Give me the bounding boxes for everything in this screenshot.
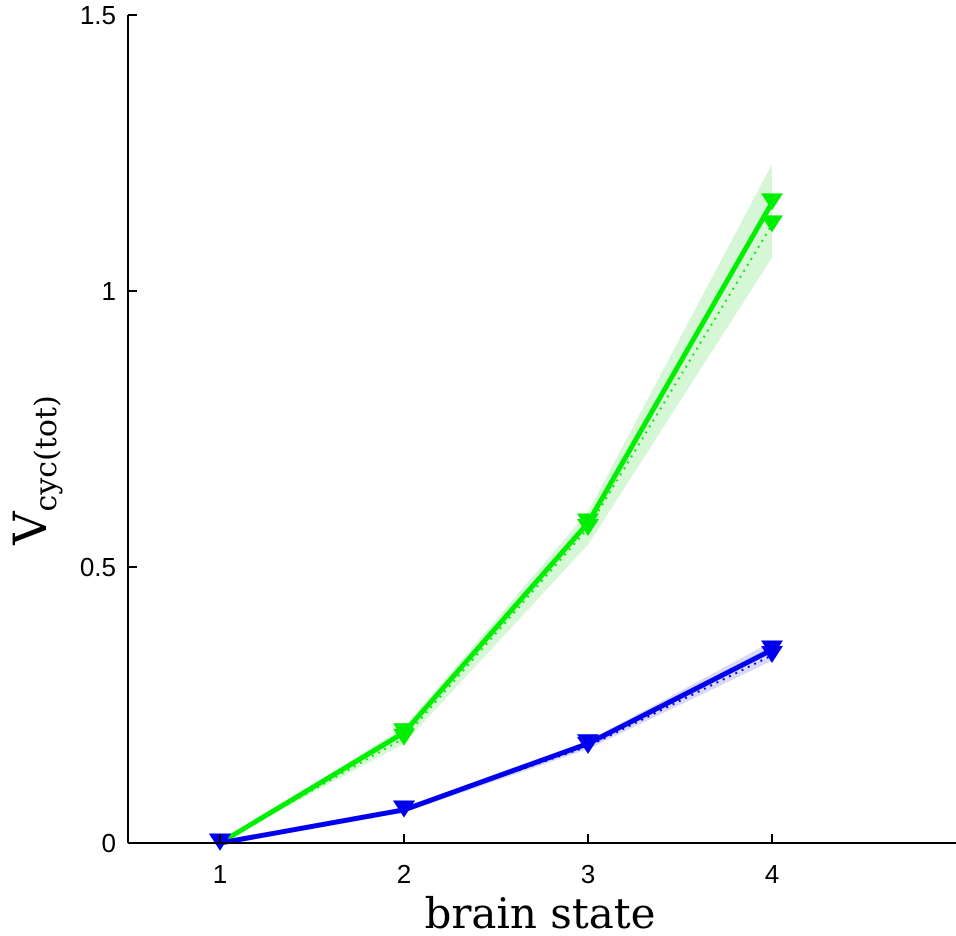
series-lines xyxy=(218,201,775,846)
x-axis-label: brain state xyxy=(424,889,655,936)
y-axis-label-sub: cyc(tot) xyxy=(29,395,64,511)
y-tick-label: 0 xyxy=(102,828,116,858)
y-axis-label: Vcyc(tot) xyxy=(3,395,64,545)
y-ticks: 0 0.5 1 1.5 xyxy=(80,0,137,858)
series-1-band xyxy=(220,164,772,844)
series-1-solid-marker xyxy=(761,193,783,211)
series-2-dotted-line xyxy=(219,654,773,844)
series-1-solid-marker xyxy=(577,513,599,531)
x-tick-label: 4 xyxy=(765,859,779,889)
series-markers xyxy=(209,193,783,851)
series-1-dotted-marker xyxy=(761,215,783,233)
y-tick-label: 0.5 xyxy=(80,552,116,582)
series-1-solid-line xyxy=(218,201,775,846)
series-1-dotted-line xyxy=(219,224,773,844)
y-tick-label: 1.5 xyxy=(80,0,116,30)
series-1-solid-marker xyxy=(393,723,415,741)
y-tick-label: 1 xyxy=(102,276,116,306)
series-2-solid-marker xyxy=(761,640,783,658)
confidence-bands xyxy=(220,164,772,844)
x-ticks: 1 2 3 4 xyxy=(213,834,779,889)
series-2-solid-marker xyxy=(577,734,599,752)
series-2-solid-marker xyxy=(393,800,415,818)
x-tick-label: 1 xyxy=(213,859,227,889)
series-2-solid-line xyxy=(219,647,774,846)
axes xyxy=(127,15,956,844)
svg-text:Vcyc(tot): Vcyc(tot) xyxy=(3,395,64,545)
x-tick-label: 3 xyxy=(581,859,595,889)
series-2-band xyxy=(220,641,772,843)
x-tick-label: 2 xyxy=(397,859,411,889)
y-axis-label-main: V xyxy=(3,511,57,546)
